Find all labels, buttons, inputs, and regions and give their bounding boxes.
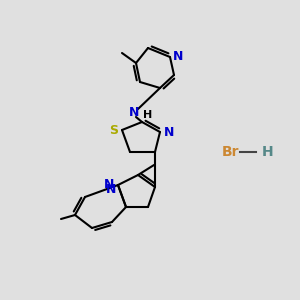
Text: N: N	[103, 178, 114, 191]
Text: H: H	[262, 145, 274, 159]
Text: N: N	[173, 50, 183, 64]
Text: N: N	[106, 183, 116, 196]
Text: N: N	[129, 106, 139, 119]
Text: Br: Br	[222, 145, 239, 159]
Text: S: S	[109, 124, 118, 136]
Text: N: N	[164, 125, 174, 139]
Text: H: H	[143, 110, 152, 120]
